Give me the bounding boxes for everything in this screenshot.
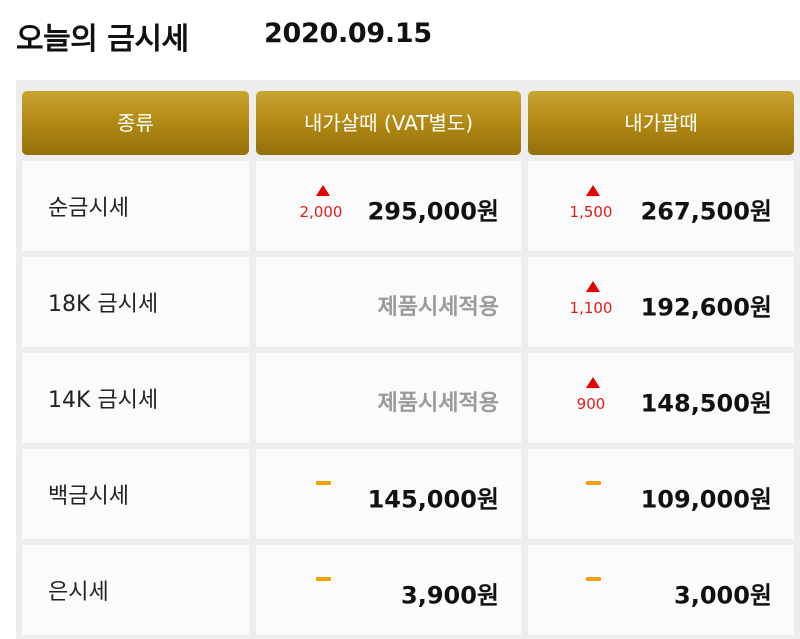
table-row-label-cell: 순금시세 [22,161,249,251]
title-row: 오늘의 금시세 2020.09.15 [0,0,800,80]
up-triangle-icon [316,185,330,196]
table-row-label-cell: 백금시세 [22,449,249,539]
price-value: 145,000원 [367,485,499,514]
sell-price-cell: 267,500원 1,500 [528,161,794,251]
price-value: 192,600원 [640,293,772,322]
metal-type-label: 은시세 [48,580,109,605]
metal-type-label: 14K 금시세 [48,388,159,413]
up-triangle-icon [586,185,600,196]
header-type: 종류 [22,91,249,155]
price-value: 295,000원 [367,197,499,226]
up-triangle-icon [586,281,600,292]
buy-price-cell: 145,000원 [256,449,521,539]
header-sell: 내가팔때 [528,91,794,155]
price-value: 3,000원 [674,581,772,610]
up-triangle-icon [586,377,600,388]
page-date: 2020.09.15 [264,18,432,49]
page-title: 오늘의 금시세 [16,22,189,57]
header-buy: 내가살때 (VAT별도) [256,91,521,155]
dash-icon [586,481,601,485]
price-change: 900 [576,395,606,413]
table-row-label-cell: 18K 금시세 [22,257,249,347]
buy-price-cell: 제품시세적용 [256,353,521,443]
price-value: 3,900원 [401,581,499,610]
sell-price-cell: 109,000원 [528,449,794,539]
price-value: 267,500원 [640,197,772,226]
gold-price-table: 종류 내가살때 (VAT별도) 내가팔때 순금시세 295,000원 2,000 26… [16,80,800,639]
price-change: 2,000 [299,203,343,221]
dash-icon [316,577,331,581]
price-change: 1,500 [569,203,613,221]
buy-price-cell: 295,000원 2,000 [256,161,521,251]
price-value: 148,500원 [640,389,772,418]
sell-price-cell: 148,500원 900 [528,353,794,443]
sell-price-cell: 192,600원 1,100 [528,257,794,347]
dash-icon [586,577,601,581]
metal-type-label: 백금시세 [48,484,129,509]
price-value: 109,000원 [640,485,772,514]
metal-type-label: 18K 금시세 [48,292,159,317]
sell-price-cell: 3,000원 [528,545,794,635]
price-note: 제품시세적용 [377,391,499,416]
buy-price-cell: 3,900원 [256,545,521,635]
price-change: 1,100 [569,299,613,317]
table-row-label-cell: 14K 금시세 [22,353,249,443]
buy-price-cell: 제품시세적용 [256,257,521,347]
dash-icon [316,481,331,485]
metal-type-label: 순금시세 [48,196,129,221]
table-row-label-cell: 은시세 [22,545,249,635]
price-note: 제품시세적용 [377,295,499,320]
